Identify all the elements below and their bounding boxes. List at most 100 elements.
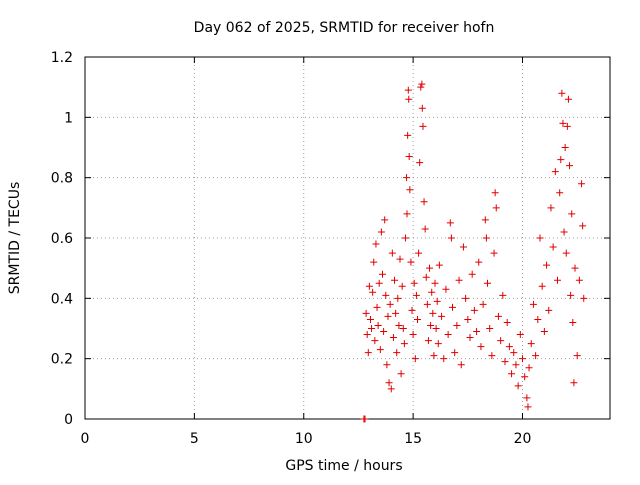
data-point [428,288,436,296]
data-point [538,282,546,290]
data-point [399,325,407,332]
y-axis-label: SRMTID / TECUs [7,182,23,295]
data-point [373,303,381,311]
data-point [444,331,452,339]
data-point [559,119,567,127]
x-tick-label: 20 [514,431,532,447]
data-point [392,309,400,317]
data-point [575,276,583,284]
data-point [385,379,393,387]
y-tick-label: 0 [64,412,73,428]
x-axis-label: GPS time / hours [285,458,402,474]
data-point [433,297,441,305]
data-point [462,294,470,302]
data-point [497,337,505,345]
data-point [423,300,431,308]
data-point [446,219,454,227]
data-point [376,346,384,354]
data-point [374,321,382,329]
data-point [514,382,522,390]
data-point [569,318,577,326]
data-point [447,234,455,242]
data-point [396,255,404,263]
data-point [540,328,548,336]
data-point [570,379,578,387]
data-point [380,328,388,336]
data-point [455,276,463,284]
data-point [429,309,437,317]
data-point [412,291,420,299]
data-point [512,361,520,369]
data-point [578,180,586,188]
data-point [490,249,498,257]
data-point [366,315,374,323]
data-point [389,334,397,342]
data-point [505,343,513,351]
data-point [567,291,575,299]
x-tick-label: 0 [81,431,90,447]
data-point [427,321,435,329]
data-point [377,228,385,236]
data-point [382,291,390,299]
y-tick-label: 1 [64,110,73,126]
data-point [482,234,490,242]
data-point [494,312,502,320]
data-point [470,306,478,314]
data-point [549,243,557,251]
data-point [564,95,572,103]
x-tick-labels: 0 5 10 15 20 [81,431,532,447]
data-point [481,216,489,224]
data-point [563,122,571,130]
data-point [545,306,553,314]
data-point [524,403,532,411]
data-point [393,349,401,357]
data-point [421,225,429,233]
data-point [499,291,507,299]
data-point [519,355,526,363]
data-point [556,189,564,197]
y-tick-labels: 0 0.2 0.4 0.6 0.8 1 1.2 [51,50,73,428]
data-point [440,355,448,363]
data-point [386,300,394,308]
data-point [361,415,369,423]
data-point [501,358,509,366]
data-point [562,249,570,257]
data-point [400,340,408,348]
data-point [568,210,576,218]
data-point [375,279,383,287]
data-point [580,294,588,302]
data-point [422,273,430,281]
data-point [404,131,412,139]
data-point [383,361,391,369]
data-point [560,228,568,236]
data-point [516,331,524,339]
data-point [491,189,499,197]
data-point [525,364,533,372]
data-point [523,394,531,402]
y-tick-label: 1.2 [51,50,73,66]
data-point [420,198,428,206]
data-point [477,343,485,351]
data-point [438,312,446,320]
data-point [571,264,579,272]
data-point [459,243,467,251]
data-point [547,204,555,212]
data-point [453,321,461,329]
data-point [486,325,494,332]
data-point [468,270,476,278]
data-point [464,315,472,323]
data-point [521,373,529,381]
y-tick-label: 0.8 [51,171,73,187]
data-point [364,349,372,357]
y-tick-label: 0.6 [51,231,73,247]
data-point [534,315,542,323]
data-point [417,83,425,91]
data-point [475,258,483,266]
data-point [430,352,438,360]
data-point [449,303,456,311]
data-point [492,204,500,212]
y-tick-label: 0.2 [51,352,73,368]
